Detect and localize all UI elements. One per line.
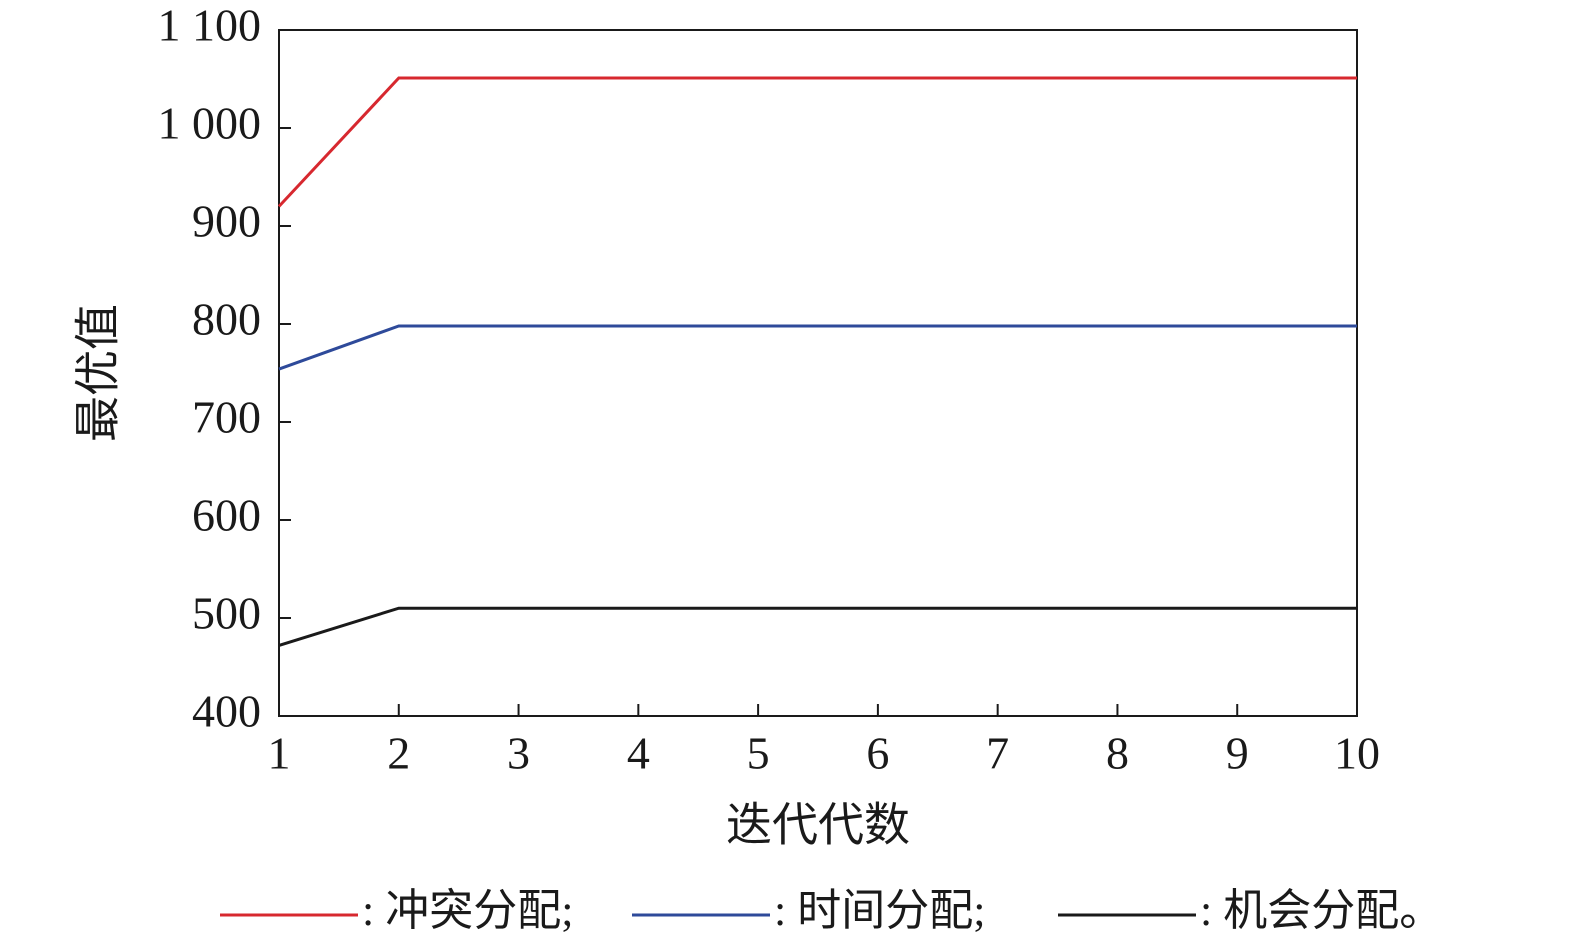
y-tick-label: 900: [192, 196, 261, 247]
data-line: [277, 76, 1357, 208]
plot-frame: [278, 29, 1358, 717]
y-tick-label: 400: [192, 686, 261, 737]
y-tick-label: 1 100: [158, 0, 262, 51]
x-tick-label: 6: [866, 728, 889, 779]
data-line: [278, 606, 1357, 647]
y-tick-label: 600: [192, 490, 261, 541]
legend-label: : 冲突分配;: [362, 886, 573, 935]
x-tick-label: 7: [986, 728, 1009, 779]
x-tick-label: 10: [1334, 728, 1380, 779]
x-tick-label: 5: [747, 728, 770, 779]
legend-label: : 时间分配;: [774, 886, 985, 935]
y-axis-label: 最优值: [73, 304, 124, 442]
legend-label: : 机会分配。: [1200, 886, 1443, 935]
y-tick-label: 700: [192, 392, 261, 443]
x-tick-label: 4: [627, 728, 650, 779]
x-tick-label: 1: [268, 728, 291, 779]
y-tick-label: 1 000: [158, 98, 262, 149]
x-axis-label: 迭代代数: [726, 800, 910, 851]
y-tick-label: 500: [192, 588, 261, 639]
data-line: [278, 324, 1357, 371]
x-tick-label: 2: [387, 728, 410, 779]
y-tick-label: 800: [192, 294, 261, 345]
x-tick-label: 9: [1226, 728, 1249, 779]
x-tick-label: 3: [507, 728, 530, 779]
x-tick-label: 8: [1106, 728, 1129, 779]
